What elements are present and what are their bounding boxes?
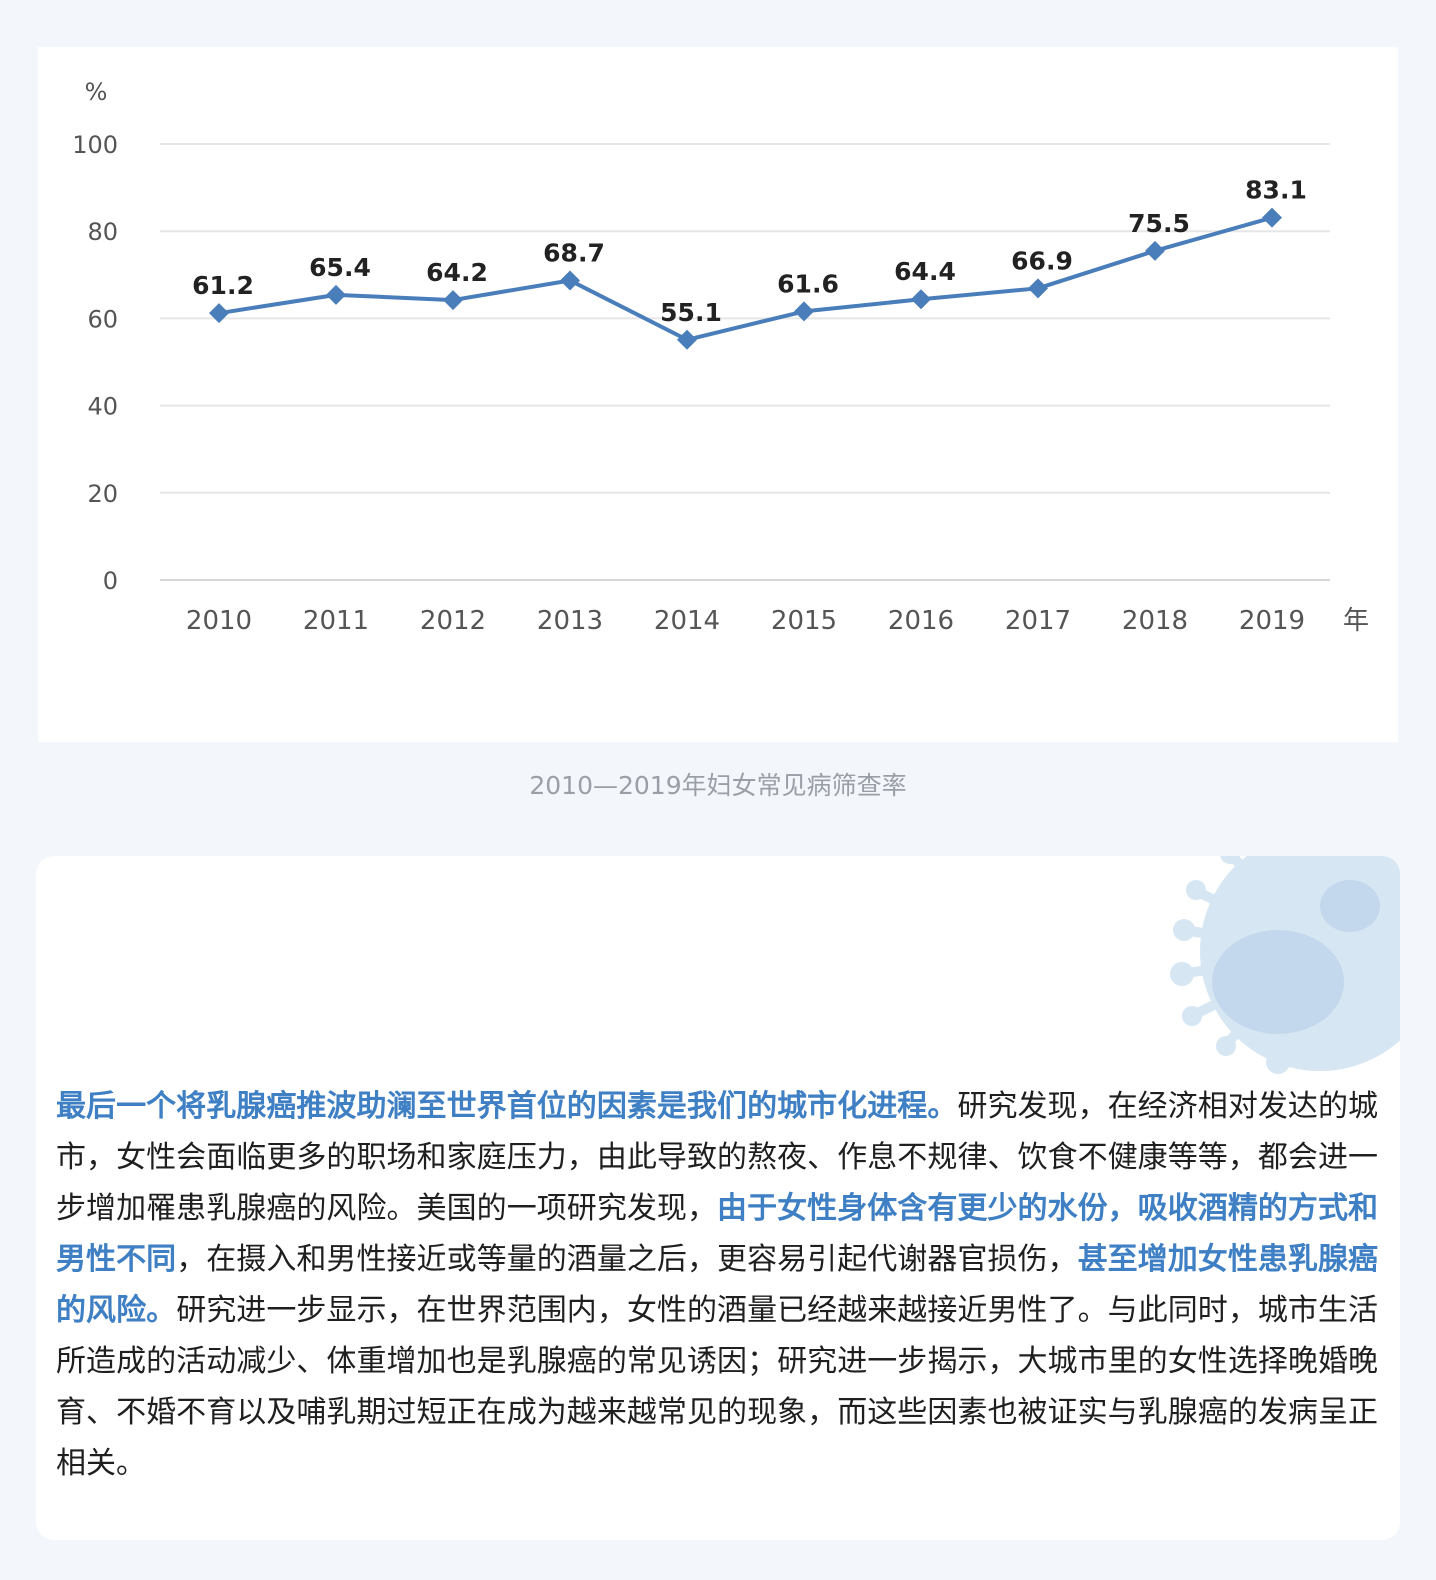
data-point bbox=[1028, 278, 1048, 299]
article-card: 最后一个将乳腺癌推波助澜至世界首位的因素是我们的城市化进程。研究发现，在经济相对… bbox=[36, 856, 1400, 1540]
data-point bbox=[1145, 240, 1165, 261]
x-tick-label: 2016 bbox=[888, 606, 954, 636]
data-label: 83.1 bbox=[1245, 176, 1307, 205]
body-text-segment: 研究进一步显示，在世界范围内，女性的酒量已经越来越接近男性了。与此同时，城市生活… bbox=[56, 1293, 1379, 1481]
data-point bbox=[911, 289, 931, 310]
data-label: 68.7 bbox=[543, 238, 605, 267]
data-point bbox=[1262, 207, 1282, 228]
x-tick-label: 2013 bbox=[537, 606, 603, 636]
x-tick-label: 2012 bbox=[420, 606, 486, 636]
series-line bbox=[218, 215, 1273, 342]
data-label: 64.2 bbox=[426, 258, 488, 287]
x-tick-label: 2019 bbox=[1239, 606, 1305, 636]
data-label: 66.9 bbox=[1011, 246, 1073, 275]
data-label: 64.4 bbox=[894, 257, 956, 286]
x-tick-label: 2014 bbox=[654, 606, 720, 636]
y-axis-label: % bbox=[85, 78, 108, 106]
body-text-segment: 研究发现，在经济相对发达的城市，女性会面临更多的职场和家庭压力，由此导致的熬夜、… bbox=[56, 1089, 1379, 1226]
data-point bbox=[677, 329, 697, 350]
data-label: 61.6 bbox=[777, 269, 839, 298]
data-label: 75.5 bbox=[1128, 209, 1190, 238]
y-tick-label: 100 bbox=[72, 131, 118, 159]
data-label: 61.2 bbox=[192, 271, 254, 300]
virus-icon bbox=[1170, 856, 1400, 1074]
y-tick-label: 20 bbox=[87, 480, 118, 508]
y-tick-label: 80 bbox=[87, 218, 118, 246]
highlighted-text: 最后一个将乳腺癌推波助澜至世界首位的因素是我们的城市化进程。 bbox=[56, 1089, 958, 1124]
x-tick-label: 2015 bbox=[771, 606, 837, 636]
x-tick-label: 2010 bbox=[186, 606, 252, 636]
y-tick-label: 40 bbox=[87, 393, 118, 421]
x-tick-label: 2018 bbox=[1122, 606, 1188, 636]
article-paragraph: 最后一个将乳腺癌推波助澜至世界首位的因素是我们的城市化进程。研究发现，在经济相对… bbox=[56, 1081, 1378, 1489]
x-tick-label: 2011 bbox=[303, 606, 369, 636]
body-text-segment: ，在摄入和男性接近或等量的酒量之后，更容易引起代谢器官损伤， bbox=[176, 1242, 1078, 1277]
data-point bbox=[560, 270, 580, 291]
highlighted-text: 甚至增加女性患乳腺癌的风险。 bbox=[56, 1242, 1379, 1328]
data-label: 65.4 bbox=[309, 253, 371, 282]
data-point bbox=[443, 290, 463, 311]
highlighted-text: 由于女性身体含有更少的水份，吸收酒精的方式和男性不同 bbox=[56, 1191, 1379, 1277]
chart-card: 0 20 40 60 80 100% 2010 2011 2012 2013 2014 2015 201… bbox=[38, 47, 1398, 742]
data-point bbox=[326, 284, 346, 305]
data-point bbox=[209, 303, 229, 324]
line-chart: 0 20 40 60 80 100% 2010 2011 2012 2013 2014 2015 201… bbox=[72, 78, 1369, 636]
y-tick-label: 60 bbox=[87, 305, 118, 333]
data-point bbox=[794, 301, 814, 322]
chart-caption: 2010—2019年妇女常见病筛查率 bbox=[529, 771, 907, 800]
data-label: 55.1 bbox=[660, 298, 722, 327]
x-axis-label: 年 bbox=[1343, 606, 1369, 636]
x-tick-label: 2017 bbox=[1005, 606, 1071, 636]
y-tick-label: 0 bbox=[103, 567, 118, 595]
